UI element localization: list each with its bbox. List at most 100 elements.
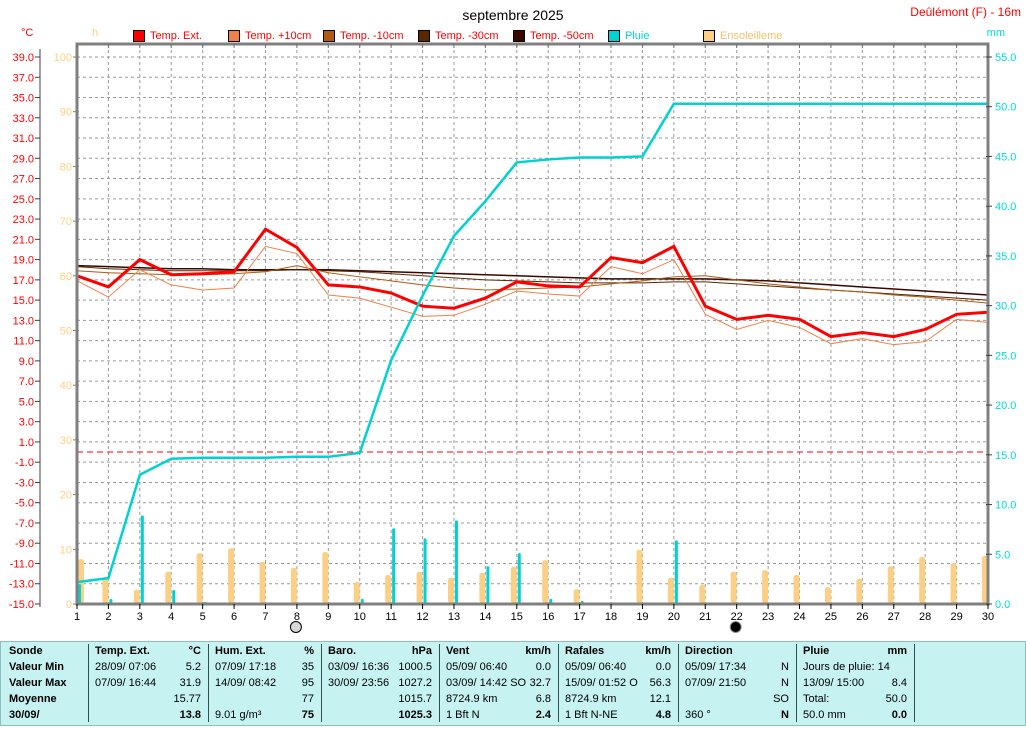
stats-col-direction-row: 05/09/ 17:34 N (685, 660, 789, 676)
cell-text: Vent (446, 645, 470, 657)
svg-text:-5.0: -5.0 (15, 498, 34, 510)
cell-text: 30/09/ (9, 709, 40, 721)
stats-row-label: Valeur Min (9, 660, 83, 676)
table-divider (88, 644, 89, 722)
cell-value: 15.77 (173, 693, 201, 705)
station-label: Deûlémont (F) - 16m (910, 5, 1021, 19)
cell-text: Direction (685, 645, 733, 657)
moon-phase-full-icon (289, 621, 302, 633)
table-divider (439, 644, 440, 722)
cell-text: 05/09/ 06:40 (565, 661, 627, 673)
svg-text:18: 18 (605, 611, 617, 623)
moon-phase-new-icon (729, 621, 742, 633)
svg-text:10: 10 (60, 544, 72, 556)
svg-text:20: 20 (60, 490, 72, 502)
svg-text:11: 11 (385, 611, 396, 623)
legend-swatch (608, 30, 620, 42)
cell-text: 30/09/ 23:56 (328, 677, 390, 689)
stats-col-baro--row: 1025.3 (328, 708, 432, 724)
svg-text:5.0: 5.0 (995, 549, 1010, 561)
cell-text: Hum. Ext. (215, 645, 266, 657)
cell-value: 5.2 (185, 661, 201, 673)
stats-col-pluie-row: Total: 50.0 (803, 692, 907, 708)
cell-text: Total: (803, 693, 830, 705)
cell-value: 56.3 (649, 677, 671, 689)
legend-item-temp-50cm: Temp. -50cm (513, 30, 594, 42)
svg-text:28: 28 (919, 611, 931, 623)
cell-value: 12.1 (649, 693, 671, 705)
svg-text:15.0: 15.0 (13, 295, 34, 307)
svg-text:15: 15 (511, 611, 523, 623)
svg-text:-1.0: -1.0 (15, 457, 34, 469)
stats-col-baro--row: 1015.7 (328, 692, 432, 708)
svg-text:22: 22 (731, 611, 743, 623)
svg-text:10: 10 (354, 611, 366, 623)
svg-text:29: 29 (950, 611, 962, 623)
cell-text: Baro. (328, 645, 357, 657)
legend-item-temp-30cm: Temp. -30cm (418, 30, 499, 42)
svg-text:80: 80 (60, 161, 72, 173)
svg-text:9: 9 (325, 611, 331, 623)
svg-text:90: 90 (60, 107, 72, 119)
svg-text:9.0: 9.0 (19, 356, 34, 368)
svg-text:30.0: 30.0 (995, 301, 1016, 313)
cell-value: 95 (301, 677, 314, 689)
stats-row-label: 30/09/ (9, 708, 83, 724)
svg-text:40: 40 (60, 380, 72, 392)
svg-text:12: 12 (416, 611, 428, 623)
stats-col-baro--row: 30/09/ 23:56 1027.2 (328, 676, 432, 692)
cell-value: 77 (301, 693, 314, 705)
svg-text:19: 19 (636, 611, 648, 623)
svg-text:55.0: 55.0 (995, 52, 1016, 64)
legend-item-pluie: Pluie (608, 30, 649, 42)
right-axis-unit-mm: mm (986, 27, 1005, 39)
stats-col-direction-row: SO (685, 692, 789, 708)
table-divider (321, 644, 322, 722)
cell-value: % (304, 645, 314, 657)
svg-text:100: 100 (54, 52, 72, 64)
svg-text:10.0: 10.0 (995, 500, 1016, 512)
stats-col-pluie-row: Jours de pluie: 14 (803, 660, 907, 676)
svg-text:31.0: 31.0 (13, 133, 34, 145)
cell-text: Valeur Min (9, 661, 65, 673)
svg-text:37.0: 37.0 (13, 72, 34, 84)
svg-text:17: 17 (573, 611, 585, 623)
svg-text:-13.0: -13.0 (9, 579, 34, 591)
cell-value: 2.4 (535, 709, 551, 721)
legend-swatch (228, 30, 240, 42)
svg-text:40.0: 40.0 (995, 201, 1016, 213)
stats-col-temp-ext--row: 15.77 (95, 692, 201, 708)
svg-text:30: 30 (982, 611, 994, 623)
svg-text:33.0: 33.0 (13, 113, 34, 125)
stats-col-rafales-row: 1 Bft N-NE 4.8 (565, 708, 671, 724)
cell-text: 03/09/ 16:36 (328, 661, 390, 673)
stats-col-hum-ext--header: Hum. Ext.% (215, 644, 314, 660)
cell-text: 8724.9 km (446, 693, 498, 705)
cell-text: Jours de pluie: 14 (803, 661, 890, 673)
cell-value: 50.0 (885, 693, 907, 705)
stats-col-direction-row: 07/09/ 21:50 N (685, 676, 789, 692)
svg-text:1: 1 (74, 611, 80, 623)
stats-col-temp-ext--row: 07/09/ 16:44 31.9 (95, 676, 201, 692)
svg-text:6: 6 (231, 611, 237, 623)
svg-text:29.0: 29.0 (13, 153, 34, 165)
stats-col-hum-ext--row: 14/09/ 08:42 95 (215, 676, 314, 692)
stats-col-hum-ext--row: 07/09/ 17:18 35 (215, 660, 314, 676)
legend-item-temp-ext-: Temp. Ext. (133, 30, 202, 42)
stats-col-vent-row: 03/09/ 14:42 SO 32.7 (446, 676, 551, 692)
cell-value: 1025.3 (398, 709, 432, 721)
svg-text:13.0: 13.0 (13, 315, 34, 327)
svg-text:0.0: 0.0 (995, 599, 1010, 611)
svg-text:0: 0 (66, 599, 72, 611)
svg-text:24: 24 (793, 611, 805, 623)
legend-label: Temp. +10cm (245, 30, 312, 42)
cell-text: Pluie (803, 645, 830, 657)
svg-text:5.0: 5.0 (19, 396, 34, 408)
cell-value: 0.0 (891, 709, 907, 721)
svg-text:4: 4 (168, 611, 174, 623)
cell-value: °C (188, 645, 201, 657)
svg-text:-3.0: -3.0 (15, 477, 34, 489)
svg-text:17.0: 17.0 (13, 275, 34, 287)
svg-text:45.0: 45.0 (995, 151, 1016, 163)
stats-row-label: Sonde (9, 644, 83, 660)
